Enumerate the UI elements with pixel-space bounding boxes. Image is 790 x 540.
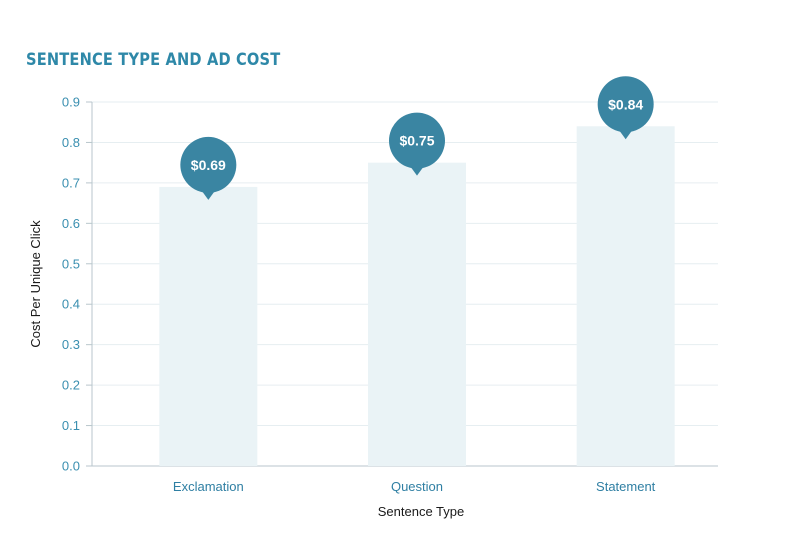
y-tick-label: 0.4 <box>62 297 80 312</box>
x-tick-label: Question <box>391 479 443 494</box>
y-tick-label: 0.2 <box>62 378 80 393</box>
data-label: $0.84 <box>608 96 643 112</box>
y-tick-label: 0.8 <box>62 135 80 150</box>
y-tick-label: 0.6 <box>62 216 80 231</box>
y-tick-label: 0.3 <box>62 337 80 352</box>
y-tick-label: 0.9 <box>62 95 80 110</box>
bar-exclamation <box>159 186 258 466</box>
data-label-bubble <box>389 112 445 169</box>
data-label-bubble <box>597 76 654 133</box>
bar-question <box>368 162 466 466</box>
x-axis-title: Sentence Type <box>378 504 465 519</box>
y-tick-label: 0.5 <box>62 256 80 271</box>
bar-statement <box>576 126 675 467</box>
data-label: $0.75 <box>399 133 434 149</box>
data-label: $0.69 <box>191 157 226 173</box>
chart-title: SENTENCE TYPE AND AD COST <box>26 50 281 70</box>
y-tick-label: 0.7 <box>62 175 80 190</box>
data-label-bubble <box>180 136 237 193</box>
y-tick-label: 0.1 <box>62 418 80 433</box>
y-tick-label: 0.0 <box>62 459 80 474</box>
y-axis-title: Cost Per Unique Click <box>28 220 43 348</box>
x-tick-label: Exclamation <box>173 479 244 494</box>
x-tick-label: Statement <box>596 479 656 494</box>
